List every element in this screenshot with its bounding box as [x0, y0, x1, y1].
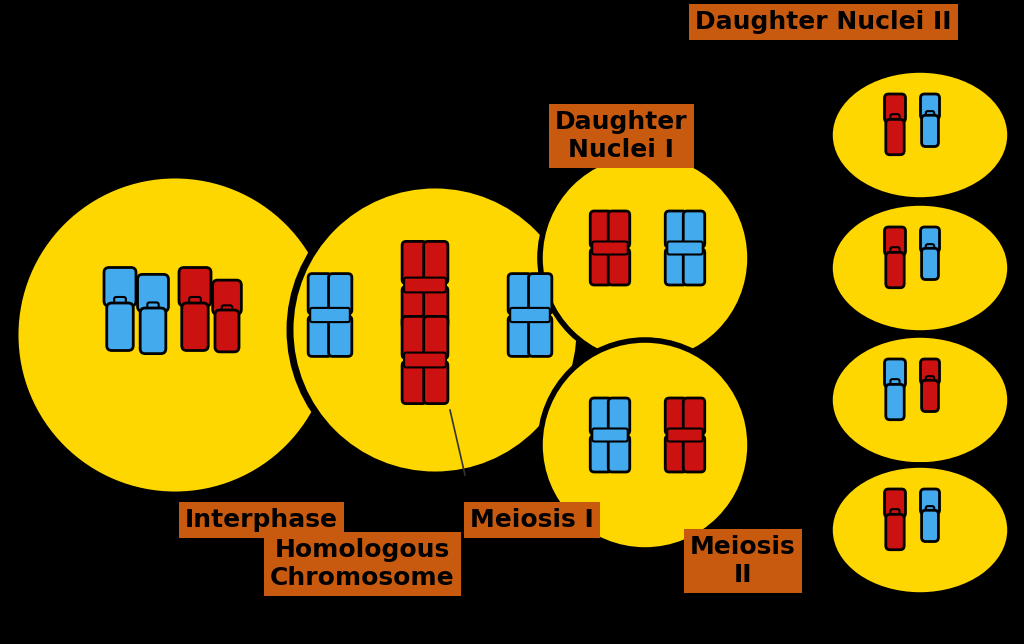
FancyBboxPatch shape: [921, 489, 939, 514]
FancyBboxPatch shape: [886, 252, 904, 288]
FancyBboxPatch shape: [402, 316, 426, 359]
FancyBboxPatch shape: [886, 515, 904, 550]
FancyBboxPatch shape: [666, 398, 687, 435]
FancyBboxPatch shape: [528, 316, 552, 356]
FancyBboxPatch shape: [308, 274, 332, 314]
FancyBboxPatch shape: [310, 308, 350, 322]
FancyBboxPatch shape: [222, 305, 232, 321]
FancyBboxPatch shape: [147, 303, 159, 319]
FancyBboxPatch shape: [424, 316, 447, 359]
Circle shape: [540, 340, 750, 550]
FancyBboxPatch shape: [590, 249, 611, 285]
FancyBboxPatch shape: [891, 509, 900, 524]
FancyBboxPatch shape: [404, 278, 445, 292]
FancyBboxPatch shape: [592, 242, 628, 254]
FancyBboxPatch shape: [891, 247, 900, 262]
FancyBboxPatch shape: [683, 249, 705, 285]
Ellipse shape: [830, 465, 1010, 595]
FancyBboxPatch shape: [308, 316, 332, 356]
FancyBboxPatch shape: [608, 249, 630, 285]
FancyBboxPatch shape: [886, 384, 904, 420]
FancyBboxPatch shape: [528, 274, 552, 314]
FancyBboxPatch shape: [668, 242, 702, 254]
Ellipse shape: [830, 70, 1010, 200]
FancyBboxPatch shape: [886, 119, 904, 155]
FancyBboxPatch shape: [608, 435, 630, 472]
FancyBboxPatch shape: [891, 114, 900, 129]
FancyBboxPatch shape: [590, 435, 611, 472]
FancyBboxPatch shape: [179, 267, 211, 306]
FancyBboxPatch shape: [402, 242, 426, 283]
Text: Interphase: Interphase: [185, 508, 338, 532]
FancyBboxPatch shape: [608, 211, 630, 247]
Circle shape: [15, 175, 335, 495]
FancyBboxPatch shape: [891, 379, 900, 394]
FancyBboxPatch shape: [215, 310, 239, 352]
FancyBboxPatch shape: [137, 274, 169, 312]
FancyBboxPatch shape: [666, 249, 687, 285]
FancyBboxPatch shape: [922, 380, 938, 412]
FancyBboxPatch shape: [424, 242, 447, 283]
FancyBboxPatch shape: [683, 398, 705, 435]
FancyBboxPatch shape: [104, 267, 136, 306]
FancyBboxPatch shape: [885, 227, 905, 255]
FancyBboxPatch shape: [114, 297, 126, 314]
Text: Meiosis I: Meiosis I: [470, 508, 594, 532]
FancyBboxPatch shape: [424, 287, 447, 328]
Ellipse shape: [830, 335, 1010, 465]
FancyBboxPatch shape: [922, 115, 938, 147]
Circle shape: [540, 153, 750, 363]
Text: Daughter Nuclei II: Daughter Nuclei II: [695, 10, 951, 34]
FancyBboxPatch shape: [181, 303, 208, 350]
FancyBboxPatch shape: [922, 510, 938, 542]
FancyBboxPatch shape: [329, 316, 352, 356]
FancyBboxPatch shape: [404, 353, 445, 367]
FancyBboxPatch shape: [885, 489, 905, 517]
FancyBboxPatch shape: [921, 359, 939, 384]
FancyBboxPatch shape: [608, 398, 630, 435]
FancyBboxPatch shape: [590, 211, 611, 247]
FancyBboxPatch shape: [140, 308, 166, 354]
FancyBboxPatch shape: [926, 506, 934, 520]
FancyBboxPatch shape: [683, 435, 705, 472]
FancyBboxPatch shape: [926, 111, 934, 125]
FancyBboxPatch shape: [590, 398, 611, 435]
FancyBboxPatch shape: [921, 94, 939, 119]
Text: Meiosis
II: Meiosis II: [690, 535, 796, 587]
FancyBboxPatch shape: [106, 303, 133, 350]
FancyBboxPatch shape: [189, 297, 201, 314]
Text: Homologous
Chromosome: Homologous Chromosome: [270, 538, 455, 590]
FancyBboxPatch shape: [926, 376, 934, 390]
FancyBboxPatch shape: [885, 94, 905, 122]
FancyBboxPatch shape: [213, 280, 242, 314]
Circle shape: [290, 185, 580, 475]
FancyBboxPatch shape: [510, 308, 550, 322]
FancyBboxPatch shape: [683, 211, 705, 247]
FancyBboxPatch shape: [926, 244, 934, 258]
FancyBboxPatch shape: [402, 287, 426, 328]
FancyBboxPatch shape: [666, 211, 687, 247]
FancyBboxPatch shape: [508, 316, 531, 356]
FancyBboxPatch shape: [329, 274, 352, 314]
FancyBboxPatch shape: [668, 428, 702, 442]
FancyBboxPatch shape: [666, 435, 687, 472]
FancyBboxPatch shape: [402, 361, 426, 404]
FancyBboxPatch shape: [885, 359, 905, 387]
FancyBboxPatch shape: [592, 428, 628, 442]
FancyBboxPatch shape: [508, 274, 531, 314]
Ellipse shape: [830, 203, 1010, 333]
FancyBboxPatch shape: [424, 361, 447, 404]
Text: Daughter
Nuclei I: Daughter Nuclei I: [555, 110, 688, 162]
FancyBboxPatch shape: [921, 227, 939, 252]
FancyBboxPatch shape: [922, 248, 938, 279]
